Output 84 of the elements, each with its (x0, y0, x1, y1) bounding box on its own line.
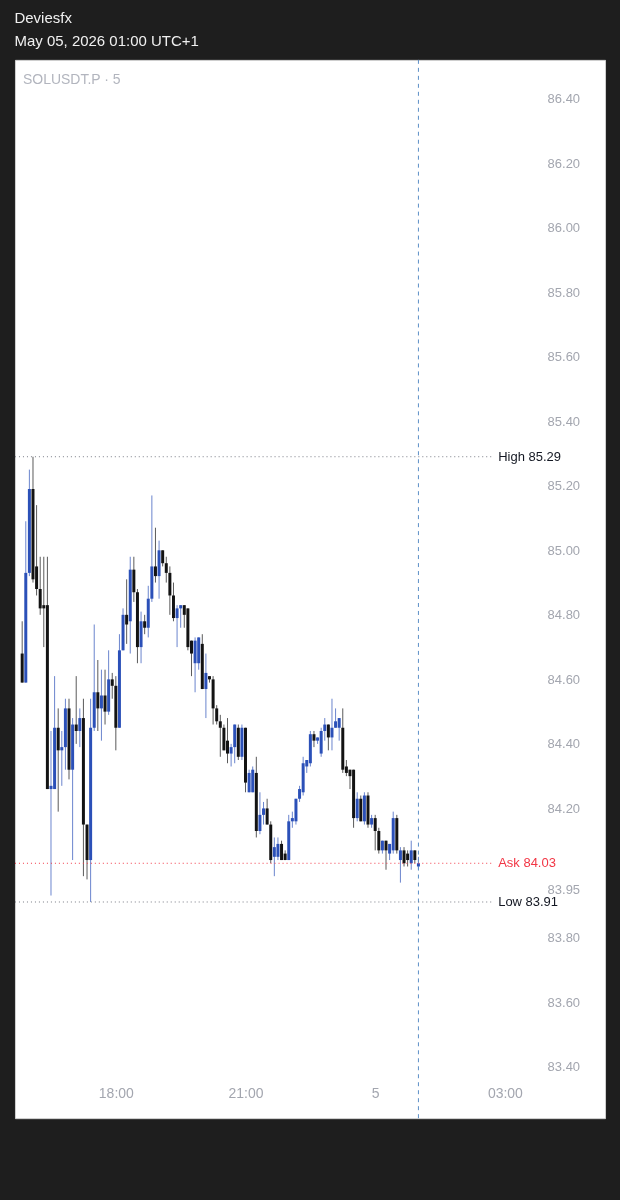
candlestick (294, 798, 298, 826)
candlestick (45, 556, 49, 791)
candlestick (362, 791, 366, 826)
candlestick (27, 469, 31, 577)
x-tick-label: 21:00 (228, 1084, 264, 1101)
y-tick-label: 83.40 (547, 1059, 581, 1075)
y-tick-label: 84.80 (547, 607, 581, 623)
chart-subtitle: May 05, 2026 01:00 UTC+1 (14, 32, 199, 50)
candlestick (92, 624, 96, 732)
candlestick (398, 846, 402, 884)
candlestick (78, 707, 82, 748)
candlestick (128, 556, 132, 655)
y-tick-label: 86.00 (547, 220, 581, 236)
candlestick (251, 765, 255, 793)
candlestick (20, 620, 24, 684)
candlestick (308, 730, 312, 767)
candlestick (117, 633, 121, 729)
candlestick (89, 698, 93, 903)
candlestick (60, 730, 64, 787)
candlestick (391, 811, 395, 855)
candlestick (233, 724, 237, 764)
annotation: SOLUSDT.P · 5 (22, 70, 121, 87)
candlestick (254, 756, 258, 838)
candlestick (186, 607, 190, 651)
candlestick (240, 724, 244, 761)
candlestick (218, 714, 222, 758)
chart-title: Deviesfx (14, 9, 73, 27)
candlestick (56, 707, 60, 813)
candlestick (326, 724, 330, 751)
candlestick (226, 717, 230, 764)
candlestick (24, 520, 28, 684)
candlestick (67, 698, 71, 780)
candlestick (71, 717, 75, 861)
y-tick-label: 83.60 (547, 994, 581, 1010)
candlestick (74, 675, 78, 745)
y-tick-label: 85.60 (547, 349, 581, 365)
candlestick (287, 814, 291, 862)
y-tick-label: 85.20 (547, 478, 581, 494)
candlestick (114, 675, 118, 751)
candlestick (236, 724, 240, 761)
y-tick-label: 85.40 (547, 413, 581, 429)
candlestick (103, 669, 107, 726)
y-tick-label: 85.00 (547, 542, 581, 558)
candlestick (395, 814, 399, 855)
candlestick (157, 540, 161, 600)
candlestick (384, 840, 388, 871)
candlestick (352, 769, 356, 829)
candlestick (139, 611, 143, 664)
candlestick (63, 698, 67, 771)
y-tick-label: 86.20 (547, 155, 581, 171)
candlestick (193, 636, 197, 693)
ref-line-label: High 85.29 (498, 448, 561, 464)
candlestick (99, 669, 103, 742)
x-tick-label: 18:00 (98, 1084, 135, 1101)
y-tick-label: 84.60 (547, 671, 581, 687)
y-tick-label: 86.40 (547, 91, 581, 107)
candlestick (258, 791, 262, 835)
candlestick (341, 707, 345, 774)
candlestick (121, 607, 125, 651)
candlestick (337, 717, 341, 742)
candlestick (244, 726, 248, 793)
y-tick-label: 84.40 (547, 736, 581, 752)
candlestick (143, 614, 147, 635)
candlestick (366, 791, 370, 829)
candlestick (330, 698, 334, 751)
x-tick-label: 03:00 (487, 1084, 524, 1101)
y-tick-label: 83.80 (547, 929, 581, 945)
candlestick (272, 836, 276, 877)
x-tick-label: 5 (371, 1084, 380, 1101)
candlestick (247, 769, 251, 793)
candlestick (153, 527, 157, 584)
candlestick (175, 604, 179, 648)
candlestick (359, 795, 363, 822)
candlestick (301, 756, 305, 797)
candlestick (125, 578, 129, 645)
candlestick (81, 698, 85, 877)
candlestick (355, 791, 359, 822)
candlestick (96, 659, 100, 732)
candlestick (402, 846, 406, 867)
candlestick (312, 730, 316, 748)
ref-line-label: Ask 84.03 (498, 855, 556, 871)
candlestick (85, 824, 89, 880)
y-tick-label: 84.20 (547, 800, 581, 816)
y-tick-label: 85.80 (547, 284, 581, 300)
